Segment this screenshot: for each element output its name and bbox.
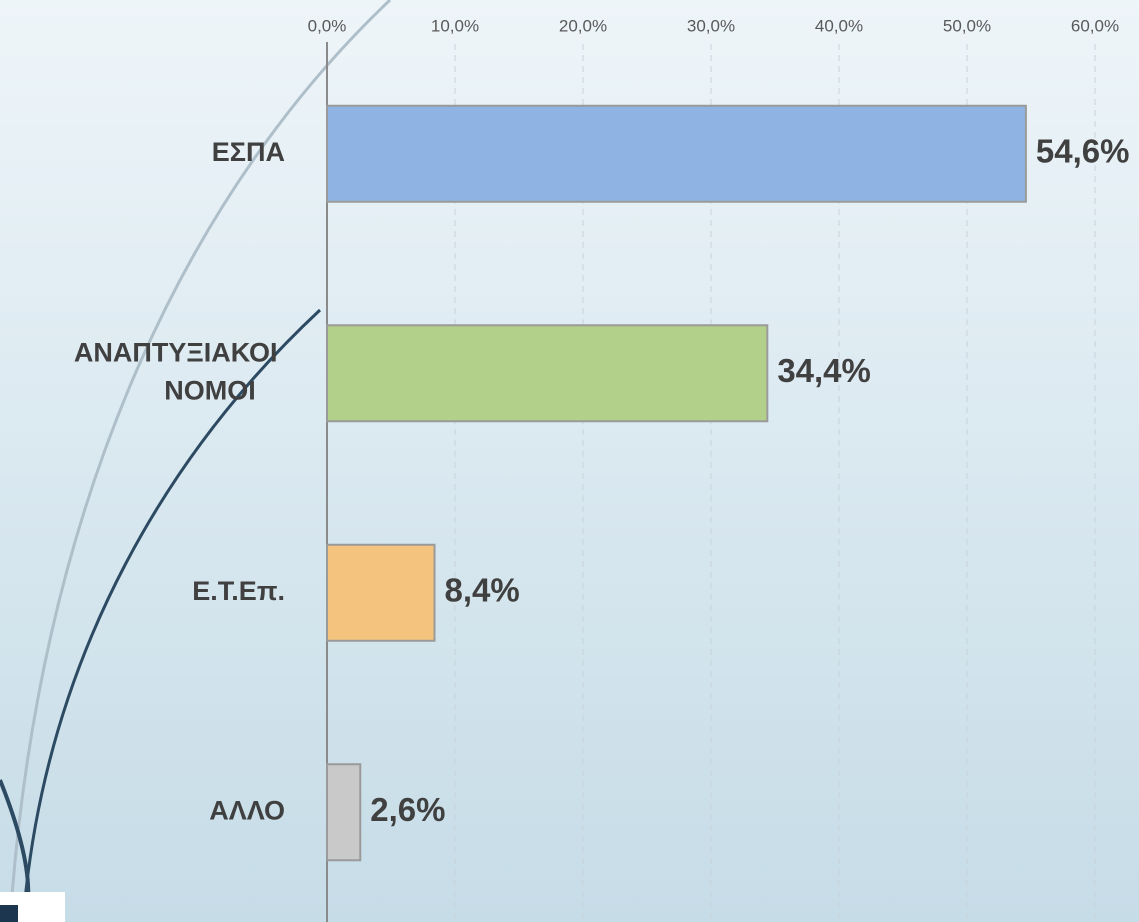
x-tick-label: 20,0% xyxy=(559,16,607,35)
bar xyxy=(326,324,769,423)
bar xyxy=(326,104,1027,203)
y-tick-label: ΕΣΠΑ xyxy=(212,137,285,167)
x-tick-label: 40,0% xyxy=(815,16,863,35)
bar xyxy=(326,543,436,642)
y-tick-label: ΑΛΛΟ xyxy=(209,795,285,825)
y-tick-label: Ε.Τ.Επ. xyxy=(192,576,285,606)
decor-arc xyxy=(0,779,31,901)
x-tick-label: 50,0% xyxy=(943,16,991,35)
value-label: 34,4% xyxy=(777,352,871,389)
x-tick-label: 10,0% xyxy=(431,16,479,35)
x-tick-label: 0,0% xyxy=(308,16,347,35)
value-label: 8,4% xyxy=(445,571,520,608)
decor-arc xyxy=(8,0,392,922)
decor-arc xyxy=(23,308,322,901)
value-label: 54,6% xyxy=(1036,132,1130,169)
y-tick-label: ΑΝΑΠΤΥΞΙΑΚΟΙ ΝΟΜΟΙ xyxy=(74,337,285,405)
decor-box xyxy=(0,905,18,922)
bar xyxy=(326,763,362,862)
x-tick-label: 30,0% xyxy=(687,16,735,35)
value-label: 2,6% xyxy=(370,791,445,828)
x-tick-label: 60,0% xyxy=(1071,16,1119,35)
